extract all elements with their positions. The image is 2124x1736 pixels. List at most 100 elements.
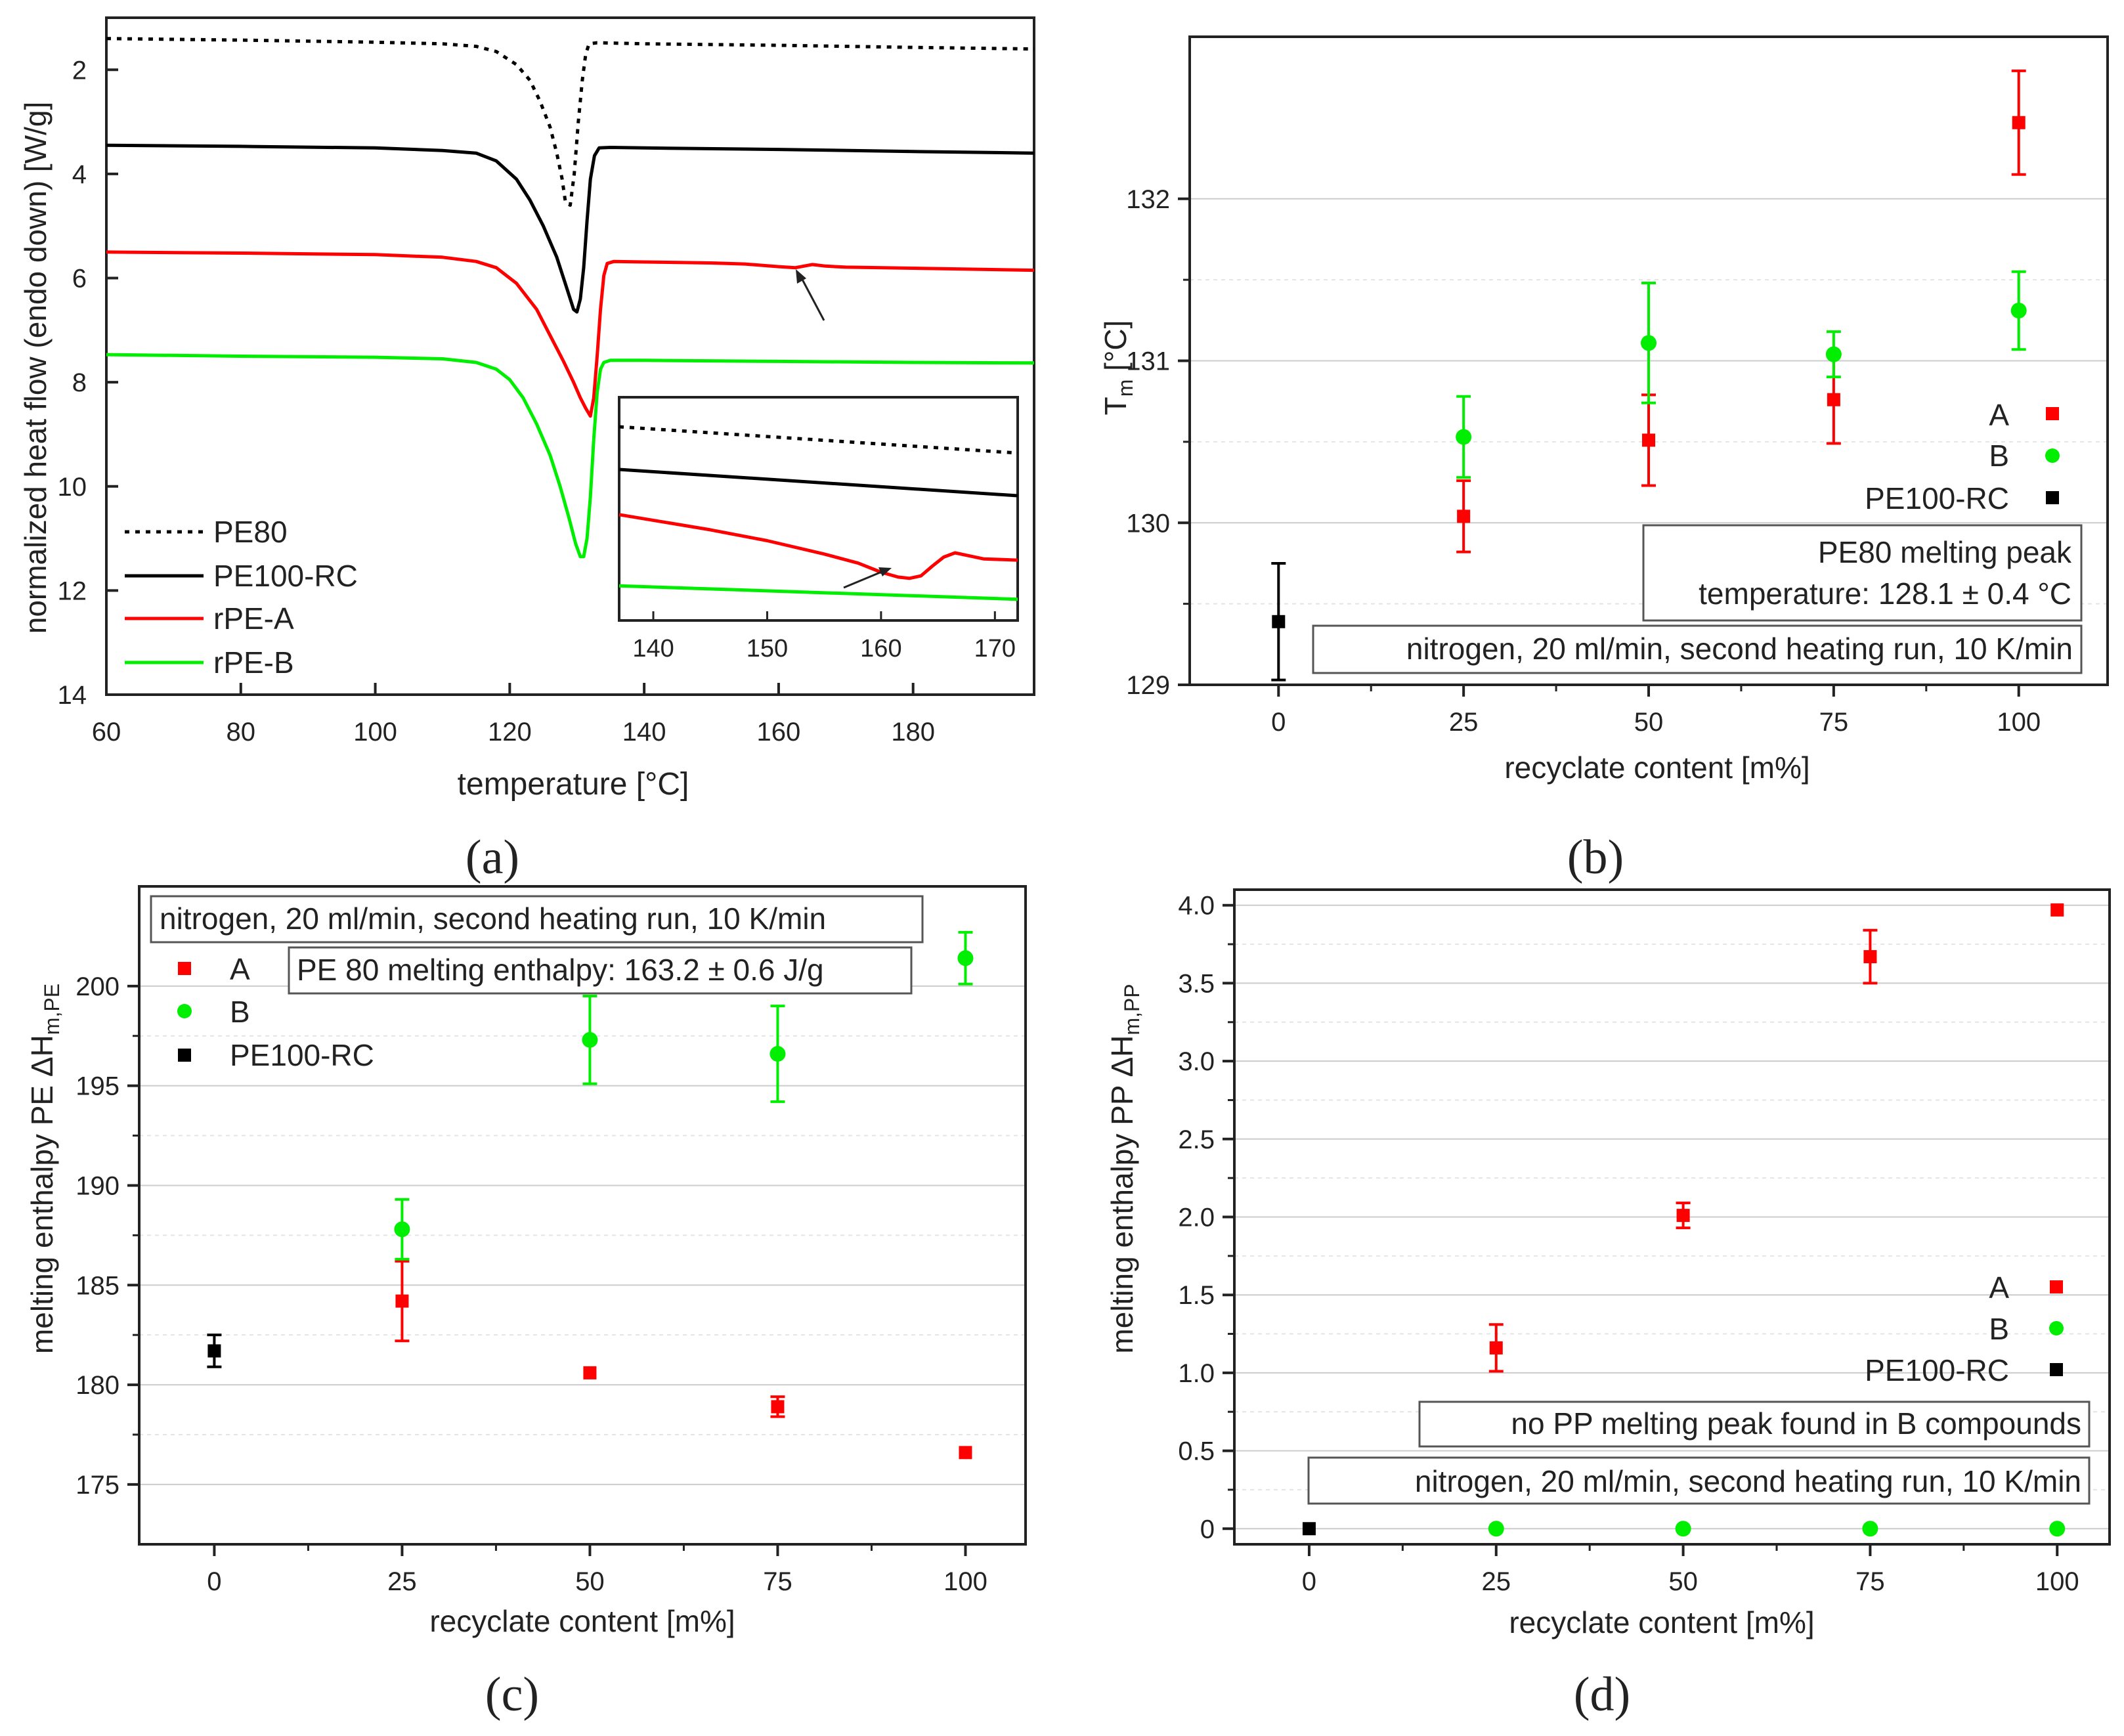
b-xtick-label-1: 25 <box>1449 708 1479 737</box>
c-legend-marker-a <box>178 962 191 975</box>
d-xtick-label-1: 25 <box>1482 1567 1511 1596</box>
a-series-line-rpea <box>106 250 1035 418</box>
c-xtick-label-3: 75 <box>763 1567 792 1596</box>
caption-a: (a) <box>466 831 519 884</box>
b-xtick-label-0: 0 <box>1271 708 1286 737</box>
b-point-b-3 <box>2010 303 2027 319</box>
b-ylabel: Tm [°C] <box>1098 320 1137 416</box>
d-ytick-label-0: 0 <box>1200 1515 1215 1544</box>
b-point-a-2 <box>1827 393 1840 406</box>
b-legend-marker-pe100rc <box>2046 491 2059 504</box>
c-conditions-text: nitrogen, 20 ml/min, second heating run,… <box>160 901 826 936</box>
a-ytick-label-0: 2 <box>72 56 87 85</box>
c-ytick-label-1: 180 <box>76 1371 119 1400</box>
c-point-a-0 <box>395 1294 409 1308</box>
c-ylabel: melting enthalpy PE ΔHm,PE <box>25 984 64 1354</box>
b-legend-marker-a <box>2046 407 2059 420</box>
a-series-line-pe100rc <box>106 143 1035 314</box>
b-legend-label-pe100rc: PE100-RC <box>1865 481 2009 515</box>
b-xlabel: recyclate content [m%] <box>1504 750 1810 785</box>
b-point-b-2 <box>1825 346 1842 362</box>
a-series-line-pe80 <box>106 37 1035 207</box>
c-point-a-2 <box>771 1400 785 1414</box>
a-ytick-label-5: 12 <box>58 576 87 605</box>
d-ytick-label-1: 0.5 <box>1178 1437 1215 1466</box>
a-inset-line-pe100rc <box>618 467 1018 498</box>
a-arrow-main-shaft <box>800 276 825 321</box>
c-xtick-label-1: 25 <box>387 1567 417 1596</box>
b-legend-label-a: A <box>1989 398 2009 432</box>
a-xtick-label-0: 60 <box>92 718 121 747</box>
d-point-a-3 <box>2050 903 2064 917</box>
c-legend: A B PE100-RC <box>177 952 374 1072</box>
c-legend-marker-pe100rc <box>178 1049 191 1062</box>
c-point-a-1 <box>583 1366 597 1379</box>
b-point-b-0 <box>1456 429 1472 445</box>
legend-label-rpea: rPE-A <box>213 601 294 636</box>
b-xtick-label-2: 50 <box>1634 708 1664 737</box>
d-ylabel: melting enthalpy PP ΔHm,PP <box>1105 984 1144 1353</box>
a-xtick-label-6: 180 <box>891 718 935 747</box>
b-point-a-3 <box>2012 116 2026 129</box>
b-pe80-note-box <box>1642 524 2083 622</box>
a-inset-xtick-label-1: 150 <box>747 635 788 662</box>
c-plot-area: 0 25 50 75 100 175 180 185 190 195 200 <box>76 885 1027 1596</box>
d-ytick-label-3: 1.5 <box>1178 1281 1215 1310</box>
d-ytick-label-5: 2.5 <box>1178 1125 1215 1154</box>
legend-label-pe80: PE80 <box>213 515 288 549</box>
a-ytick-label-1: 4 <box>72 160 87 189</box>
d-ytick-label-8: 4.0 <box>1178 892 1215 921</box>
d-xlabel: recyclate content [m%] <box>1509 1605 1814 1639</box>
panel-a: (a) temperature [°C] normalized heat flo… <box>18 16 1035 884</box>
a-inset-xtick-label-0: 140 <box>632 635 674 662</box>
d-ytick-label-4: 2.0 <box>1178 1204 1215 1232</box>
panel-c: (c) recyclate content [m%] melting entha… <box>25 885 1027 1722</box>
c-ytick-label-3: 190 <box>76 1171 119 1200</box>
d-point-pe100rc-0 <box>1302 1522 1316 1536</box>
d-conditions-box <box>1307 1456 2091 1505</box>
d-legend-label-pe100rc: PE100-RC <box>1865 1353 2009 1387</box>
d-point-b-3 <box>2049 1521 2066 1537</box>
a-legend: PE80 PE100-RC rPE-A rPE-B <box>125 515 358 680</box>
d-ylabel-main: melting enthalpy PP ΔH <box>1105 1035 1139 1354</box>
c-point-a-3 <box>959 1446 972 1460</box>
c-legend-label-b: B <box>230 995 250 1029</box>
b-pe80-note-line2: temperature: 128.1 ± 0.4 °C <box>1699 576 2071 611</box>
a-arrow-inset-shaft <box>843 570 884 589</box>
d-xtick-label-2: 50 <box>1668 1567 1698 1596</box>
c-xtick-label-2: 50 <box>575 1567 605 1596</box>
c-legend-label-pe100rc: PE100-RC <box>230 1038 374 1072</box>
d-legend-label-a: A <box>1989 1270 2009 1305</box>
c-pe80-note: PE 80 melting enthalpy: 163.2 ± 0.6 J/g <box>288 946 913 995</box>
c-ytick-label-2: 185 <box>76 1271 119 1300</box>
a-xtick-label-3: 120 <box>488 718 532 747</box>
c-ytick-label-5: 200 <box>76 972 119 1001</box>
b-pe80-note-line1: PE80 melting peak <box>1818 535 2072 569</box>
b-legend: A B PE100-RC <box>1865 398 2060 515</box>
caption-d: (d) <box>1574 1668 1630 1722</box>
c-ytick-label-0: 175 <box>76 1471 119 1500</box>
b-legend-label-b: B <box>1989 439 2009 473</box>
c-point-pe100rc-0 <box>207 1344 221 1358</box>
d-legend-label-b: B <box>1989 1312 2009 1346</box>
d-ytick-label-7: 3.5 <box>1178 969 1215 998</box>
a-ytick-label-6: 14 <box>58 681 87 710</box>
c-ylabel-sub: m,PE <box>40 984 64 1035</box>
b-ylabel-main: T <box>1098 397 1133 415</box>
c-pe80-note-box <box>288 946 913 995</box>
d-ytick-label-6: 3.0 <box>1178 1047 1215 1076</box>
d-point-b-2 <box>1862 1521 1878 1537</box>
caption-b: (b) <box>1567 831 1624 884</box>
c-xtick-label-0: 0 <box>207 1567 221 1596</box>
d-xtick-label-0: 0 <box>1302 1567 1316 1596</box>
d-xtick-label-3: 75 <box>1855 1567 1885 1596</box>
b-ylabel-sub: m <box>1114 380 1137 397</box>
c-conditions-note: nitrogen, 20 ml/min, second heating run,… <box>150 895 924 944</box>
a-ytick-label-4: 10 <box>58 473 87 502</box>
c-ylabel-main: melting enthalpy PE ΔH <box>25 1035 59 1354</box>
d-point-a-0 <box>1489 1341 1503 1355</box>
d-conditions-text: nitrogen, 20 ml/min, second heating run,… <box>1415 1464 2081 1498</box>
d-point-b-1 <box>1675 1521 1691 1537</box>
panel-b: (b) recyclate content [m%] Tm [°C] 0 25 50… <box>1098 35 2109 884</box>
a-xtick-label-2: 100 <box>353 718 397 747</box>
